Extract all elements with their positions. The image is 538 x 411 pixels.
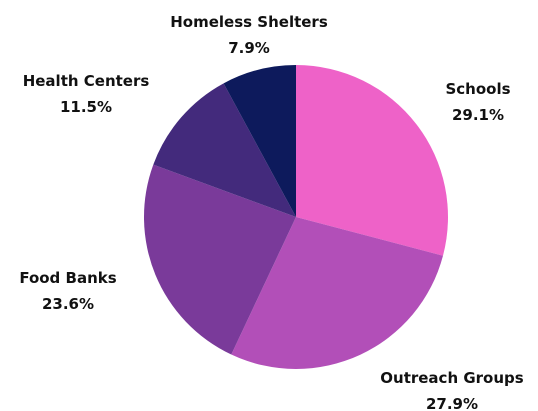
slice-value-food-banks: 23.6% [42, 295, 94, 313]
slice-value-health-centers: 11.5% [60, 98, 112, 116]
pie-slice-schools [296, 65, 448, 256]
pie-slice-health-centers [153, 83, 296, 217]
slice-label-homeless-shelters: Homeless Shelters [170, 13, 328, 31]
slice-label-food-banks: Food Banks [19, 269, 116, 287]
slice-value-homeless-shelters: 7.9% [228, 39, 270, 57]
slice-value-schools: 29.1% [452, 106, 504, 124]
slice-label-schools: Schools [445, 80, 510, 98]
slice-label-outreach-groups: Outreach Groups [380, 369, 524, 387]
pie-slice-outreach-groups [231, 217, 443, 369]
slice-label-health-centers: Health Centers [23, 72, 150, 90]
pie-slice-food-banks [143, 164, 296, 355]
slice-value-outreach-groups: 27.9% [426, 395, 478, 411]
pie-slice-homeless-shelters [223, 64, 296, 217]
